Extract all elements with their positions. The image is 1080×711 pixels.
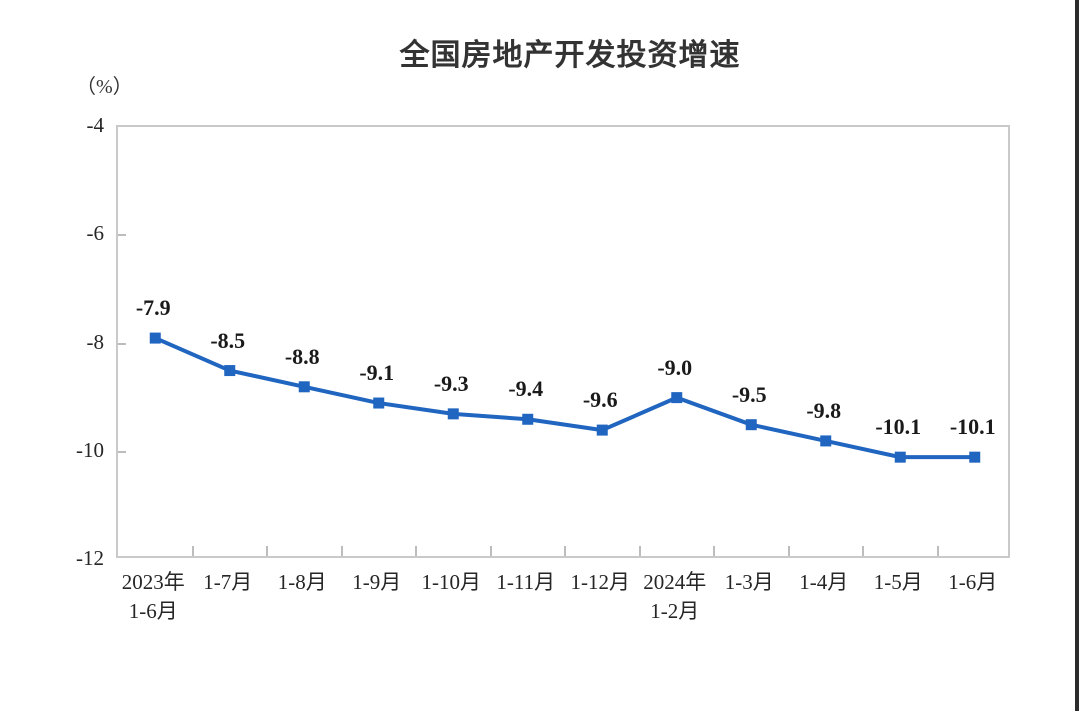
y-tick-label: -6 bbox=[86, 221, 105, 246]
data-point-label: -9.0 bbox=[657, 354, 693, 380]
data-point-label: -9.5 bbox=[731, 381, 767, 407]
y-tick-label: -12 bbox=[76, 546, 104, 570]
x-tick-label: 1-11月 bbox=[496, 570, 556, 594]
x-axis-tick-mark bbox=[787, 546, 790, 556]
data-point-label: -10.1 bbox=[949, 414, 996, 440]
x-tick-label: 1-5月 bbox=[873, 570, 923, 594]
data-point-marker bbox=[149, 332, 161, 344]
data-point-marker bbox=[373, 397, 385, 409]
y-axis-tick-mark bbox=[118, 342, 126, 345]
y-tick-label: -10 bbox=[76, 437, 104, 462]
y-axis-unit-label: （%） bbox=[76, 76, 133, 98]
x-axis-tick-mark bbox=[415, 546, 417, 556]
data-point-marker bbox=[447, 408, 459, 420]
data-point-marker bbox=[969, 451, 981, 463]
plot-area bbox=[116, 125, 1010, 558]
data-point-label: -8.8 bbox=[284, 343, 320, 369]
x-tick-label: 1-12月 bbox=[570, 570, 631, 594]
data-point-label: -8.5 bbox=[210, 327, 246, 353]
data-point-label: -7.9 bbox=[135, 295, 171, 321]
data-point-label: -9.8 bbox=[806, 397, 842, 423]
data-point-marker bbox=[522, 413, 534, 425]
x-axis-tick-mark bbox=[489, 546, 492, 556]
data-point-marker bbox=[298, 381, 310, 393]
data-point-label: -9.4 bbox=[508, 376, 544, 402]
window-edge-line bbox=[1075, 0, 1079, 711]
y-tick-label: -4 bbox=[86, 113, 105, 137]
data-point-label: -9.6 bbox=[582, 387, 618, 413]
data-point-marker bbox=[671, 392, 683, 404]
y-axis-tick-mark bbox=[118, 450, 126, 453]
y-axis-tick-mark bbox=[118, 234, 126, 237]
data-point-label: -10.1 bbox=[875, 414, 922, 440]
x-tick-label: 1-8月 bbox=[277, 570, 327, 594]
x-tick-label: 1-6月 bbox=[948, 570, 998, 594]
x-tick-label: 1-9月 bbox=[352, 570, 402, 594]
x-axis-tick-mark bbox=[564, 546, 566, 556]
x-axis-tick-mark bbox=[936, 546, 939, 556]
chart-title: 全国房地产开发投资增速 bbox=[399, 39, 741, 72]
data-point-marker bbox=[820, 435, 832, 447]
x-axis-tick-mark bbox=[340, 546, 343, 556]
x-axis-tick-mark bbox=[862, 546, 864, 556]
data-point-label: -9.3 bbox=[433, 370, 469, 396]
x-axis-tick-mark bbox=[191, 546, 194, 556]
data-point-marker bbox=[596, 424, 608, 436]
x-tick-label: 2023年 1-6月 bbox=[121, 570, 185, 623]
data-point-marker bbox=[894, 451, 906, 463]
x-tick-label: 1-4月 bbox=[799, 570, 849, 594]
x-tick-label: 1-7月 bbox=[203, 570, 253, 594]
x-tick-label: 1-10月 bbox=[421, 570, 482, 594]
data-point-marker bbox=[745, 419, 757, 431]
x-axis-tick-mark bbox=[266, 546, 268, 556]
series-line bbox=[154, 336, 975, 460]
x-tick-label: 1-3月 bbox=[724, 570, 774, 594]
line-chart bbox=[149, 332, 981, 463]
x-axis-tick-mark bbox=[713, 546, 715, 556]
x-tick-label: 2024年 1-2月 bbox=[643, 570, 707, 623]
data-point-marker bbox=[224, 365, 236, 377]
y-tick-label: -8 bbox=[86, 329, 105, 354]
data-point-label: -9.1 bbox=[359, 360, 395, 386]
x-axis-tick-mark bbox=[638, 546, 641, 556]
